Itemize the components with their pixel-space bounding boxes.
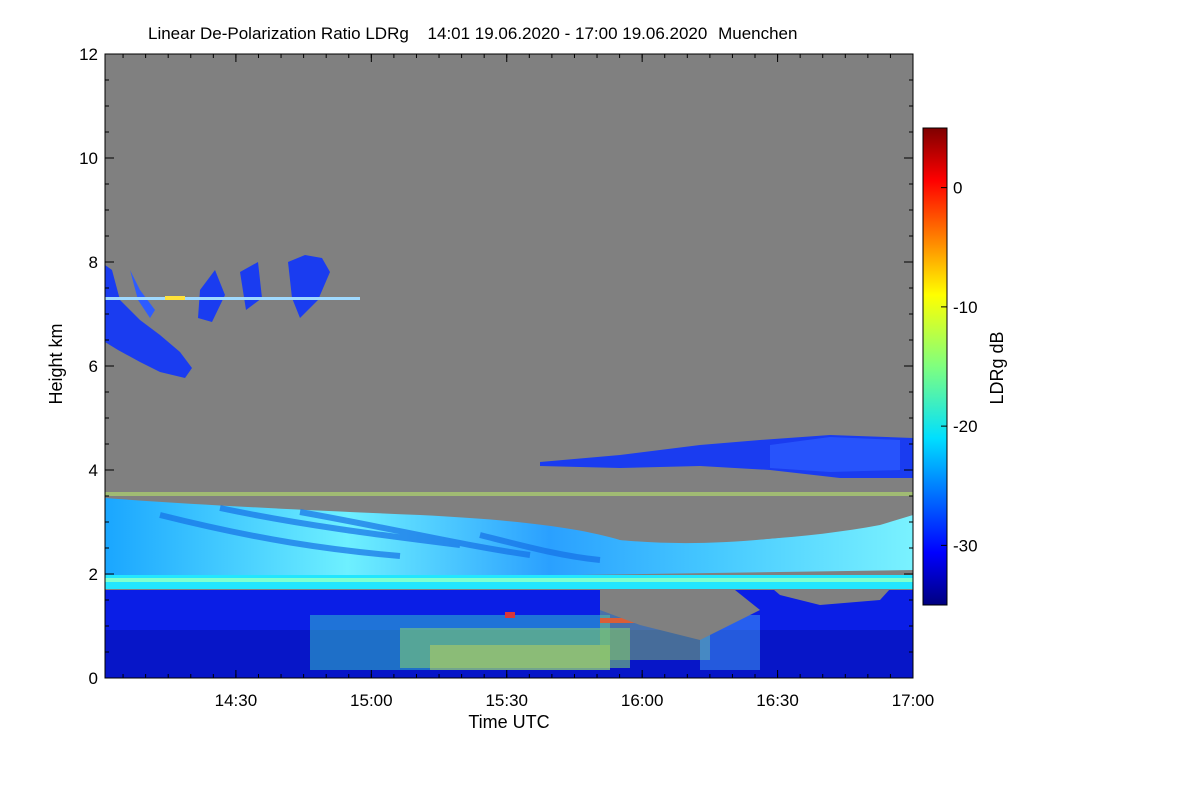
y-axis-label: Height km	[46, 323, 66, 404]
y-tick-label: 10	[79, 149, 98, 168]
layer-3p5km	[105, 492, 913, 496]
y-tick-label: 6	[89, 357, 98, 376]
cirrus-mid	[198, 255, 330, 322]
y-tick-label: 4	[89, 461, 98, 480]
x-axis: 14:30 15:00 15:30 16:00 16:30 17:00	[122, 54, 935, 710]
colorbar-tick-label: 0	[953, 179, 962, 198]
cirrus-left	[105, 265, 192, 378]
chart-title-main: Linear De-Polarization Ratio LDRg	[148, 24, 409, 43]
x-tick-label: 14:30	[215, 691, 258, 710]
plot-area	[105, 54, 913, 678]
colorbar-tick-label: -20	[953, 417, 978, 436]
x-tick-label: 16:00	[621, 691, 664, 710]
y-tick-label: 12	[79, 45, 98, 64]
x-tick-label: 15:00	[350, 691, 393, 710]
upper-cloud-right-core	[770, 437, 900, 472]
colorbar-tick-label: -30	[953, 536, 978, 555]
colorbar-tick-label: -10	[953, 298, 978, 317]
chart-title: Linear De-Polarization Ratio LDRg 14:01 …	[148, 24, 797, 43]
gray-gap-upper	[560, 498, 913, 544]
residual-layer-line	[105, 578, 913, 582]
cirrus-trace-hot	[165, 296, 185, 300]
colorbar-label: LDRg dB	[987, 331, 1007, 404]
lower-speckle-patch	[310, 600, 760, 670]
x-axis-label: Time UTC	[468, 712, 549, 732]
x-tick-label: 15:30	[485, 691, 528, 710]
colorbar	[922, 127, 948, 606]
y-tick-label: 0	[89, 669, 98, 688]
cirrus-left-tail	[130, 270, 155, 318]
y-tick-label: 2	[89, 565, 98, 584]
chart-title-timerange: 14:01 19.06.2020 - 17:00 19.06.2020	[428, 24, 708, 43]
cloud-streaks-dark	[159, 505, 601, 563]
chart-title-location: Muenchen	[718, 24, 797, 43]
colorbar-ticks: 0 -10 -20 -30	[941, 179, 978, 555]
cirrus-trace	[105, 297, 360, 300]
x-tick-label: 17:00	[892, 691, 935, 710]
x-tick-label: 16:30	[756, 691, 799, 710]
y-axis: 0 2 4 6 8 10 12	[79, 45, 913, 688]
gray-gap-lower	[600, 578, 760, 640]
y-tick-label: 8	[89, 253, 98, 272]
